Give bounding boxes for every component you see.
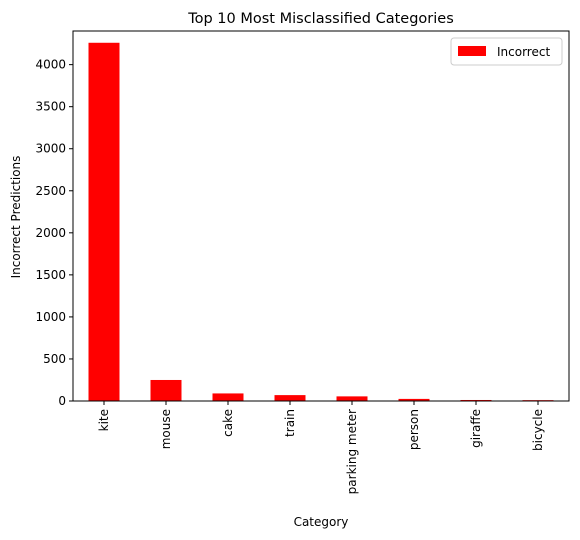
x-tick-label: bicycle <box>531 409 545 451</box>
bar-kite <box>88 42 120 401</box>
y-tick-label: 4000 <box>35 58 66 72</box>
x-axis: kite mouse cake train parking meter person gir… <box>97 401 545 494</box>
bar-giraffe <box>460 399 492 401</box>
x-tick-label: parking meter <box>345 409 359 494</box>
x-tick-label: giraffe <box>469 409 483 448</box>
y-tick-label: 3500 <box>35 100 66 114</box>
legend: Incorrect <box>450 37 563 66</box>
chart-title: Top 10 Most Misclassified Categories <box>187 11 454 27</box>
y-tick-label: 2500 <box>35 184 66 198</box>
y-tick-label: 3000 <box>35 142 66 156</box>
bar-parking-meter <box>336 396 368 401</box>
bar-cake <box>212 393 244 401</box>
plot-frame <box>72 30 570 402</box>
legend-label: Incorrect <box>497 45 550 59</box>
y-tick-label: 1000 <box>35 310 66 324</box>
x-tick-label: cake <box>221 409 235 437</box>
y-axis-label: Incorrect Predictions <box>9 156 23 279</box>
x-tick-label: person <box>407 409 421 450</box>
x-tick-label: mouse <box>159 409 173 449</box>
x-tick-label: kite <box>97 409 111 431</box>
bar-mouse <box>150 379 182 401</box>
x-axis-label: Category <box>294 515 349 529</box>
y-tick-label: 1500 <box>35 268 66 282</box>
bar-person <box>398 398 430 401</box>
bars <box>88 42 554 401</box>
legend-frame <box>450 37 563 66</box>
y-tick-label: 500 <box>43 352 66 366</box>
x-tick-label: train <box>283 409 297 437</box>
y-tick-label: 0 <box>58 394 66 408</box>
y-axis: 0 500 1000 1500 2000 2500 3000 3500 4000 <box>35 58 73 408</box>
bar-train <box>274 395 306 401</box>
y-tick-label: 2000 <box>35 226 66 240</box>
legend-swatch <box>458 46 486 56</box>
